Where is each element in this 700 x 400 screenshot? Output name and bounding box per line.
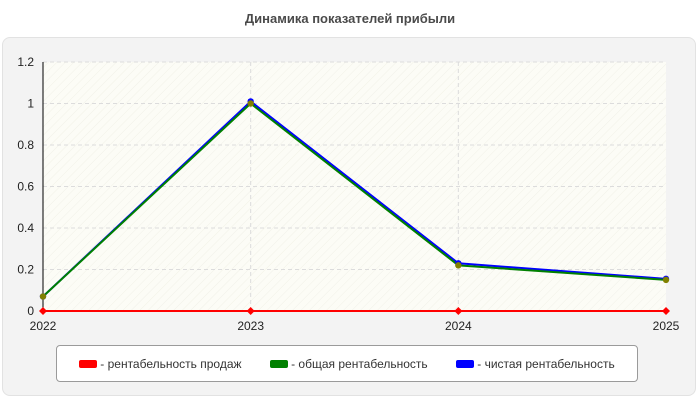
legend-swatch-blue [456, 359, 475, 368]
y-tick-label: 0 [27, 304, 34, 318]
legend-item-total-profitability[interactable]: - общая рентабельность [270, 357, 428, 371]
y-tick-label: 0.4 [17, 221, 34, 235]
legend-swatch-green [270, 359, 289, 368]
data-point [455, 262, 462, 269]
legend-swatch-red [79, 359, 98, 368]
series-line [42, 102, 667, 298]
data-point [662, 307, 670, 315]
x-tick-label: 2022 [30, 319, 57, 333]
data-point [247, 100, 254, 107]
y-tick-label: 1 [27, 97, 34, 111]
y-tick-labels: 0 0.2 0.4 0.6 0.8 1 1.2 [17, 55, 34, 318]
legend-label: - общая рентабельность [291, 356, 428, 371]
series-lines [42, 100, 667, 312]
legend-item-net-profitability[interactable]: - чистая рентабельность [456, 356, 615, 371]
y-tick-label: 0.2 [17, 263, 34, 277]
data-point [662, 276, 670, 284]
series-markers [39, 98, 670, 315]
y-tick-label: 0.8 [17, 138, 34, 152]
data-point [39, 293, 47, 300]
legend-label: - рентабельность продаж [100, 356, 242, 371]
legend: - рентабельность продаж - общая рентабел… [56, 345, 638, 382]
data-point [454, 307, 463, 315]
chart-title: Динамика показателей прибыли [244, 11, 456, 26]
data-point [246, 307, 255, 315]
legend-label: - чистая рентабельность [477, 356, 615, 371]
x-tick-labels: 2022 2023 2024 2025 [30, 319, 680, 333]
data-point [39, 307, 47, 315]
x-tick-label: 2025 [653, 319, 680, 333]
x-tick-label: 2024 [445, 319, 472, 333]
x-tick-label: 2023 [237, 319, 264, 333]
y-tick-label: 1.2 [17, 55, 34, 69]
legend-item-sales-profitability[interactable]: - рентабельность продаж [79, 356, 242, 371]
y-tick-label: 0.6 [17, 180, 34, 194]
grid-lines [43, 61, 666, 311]
